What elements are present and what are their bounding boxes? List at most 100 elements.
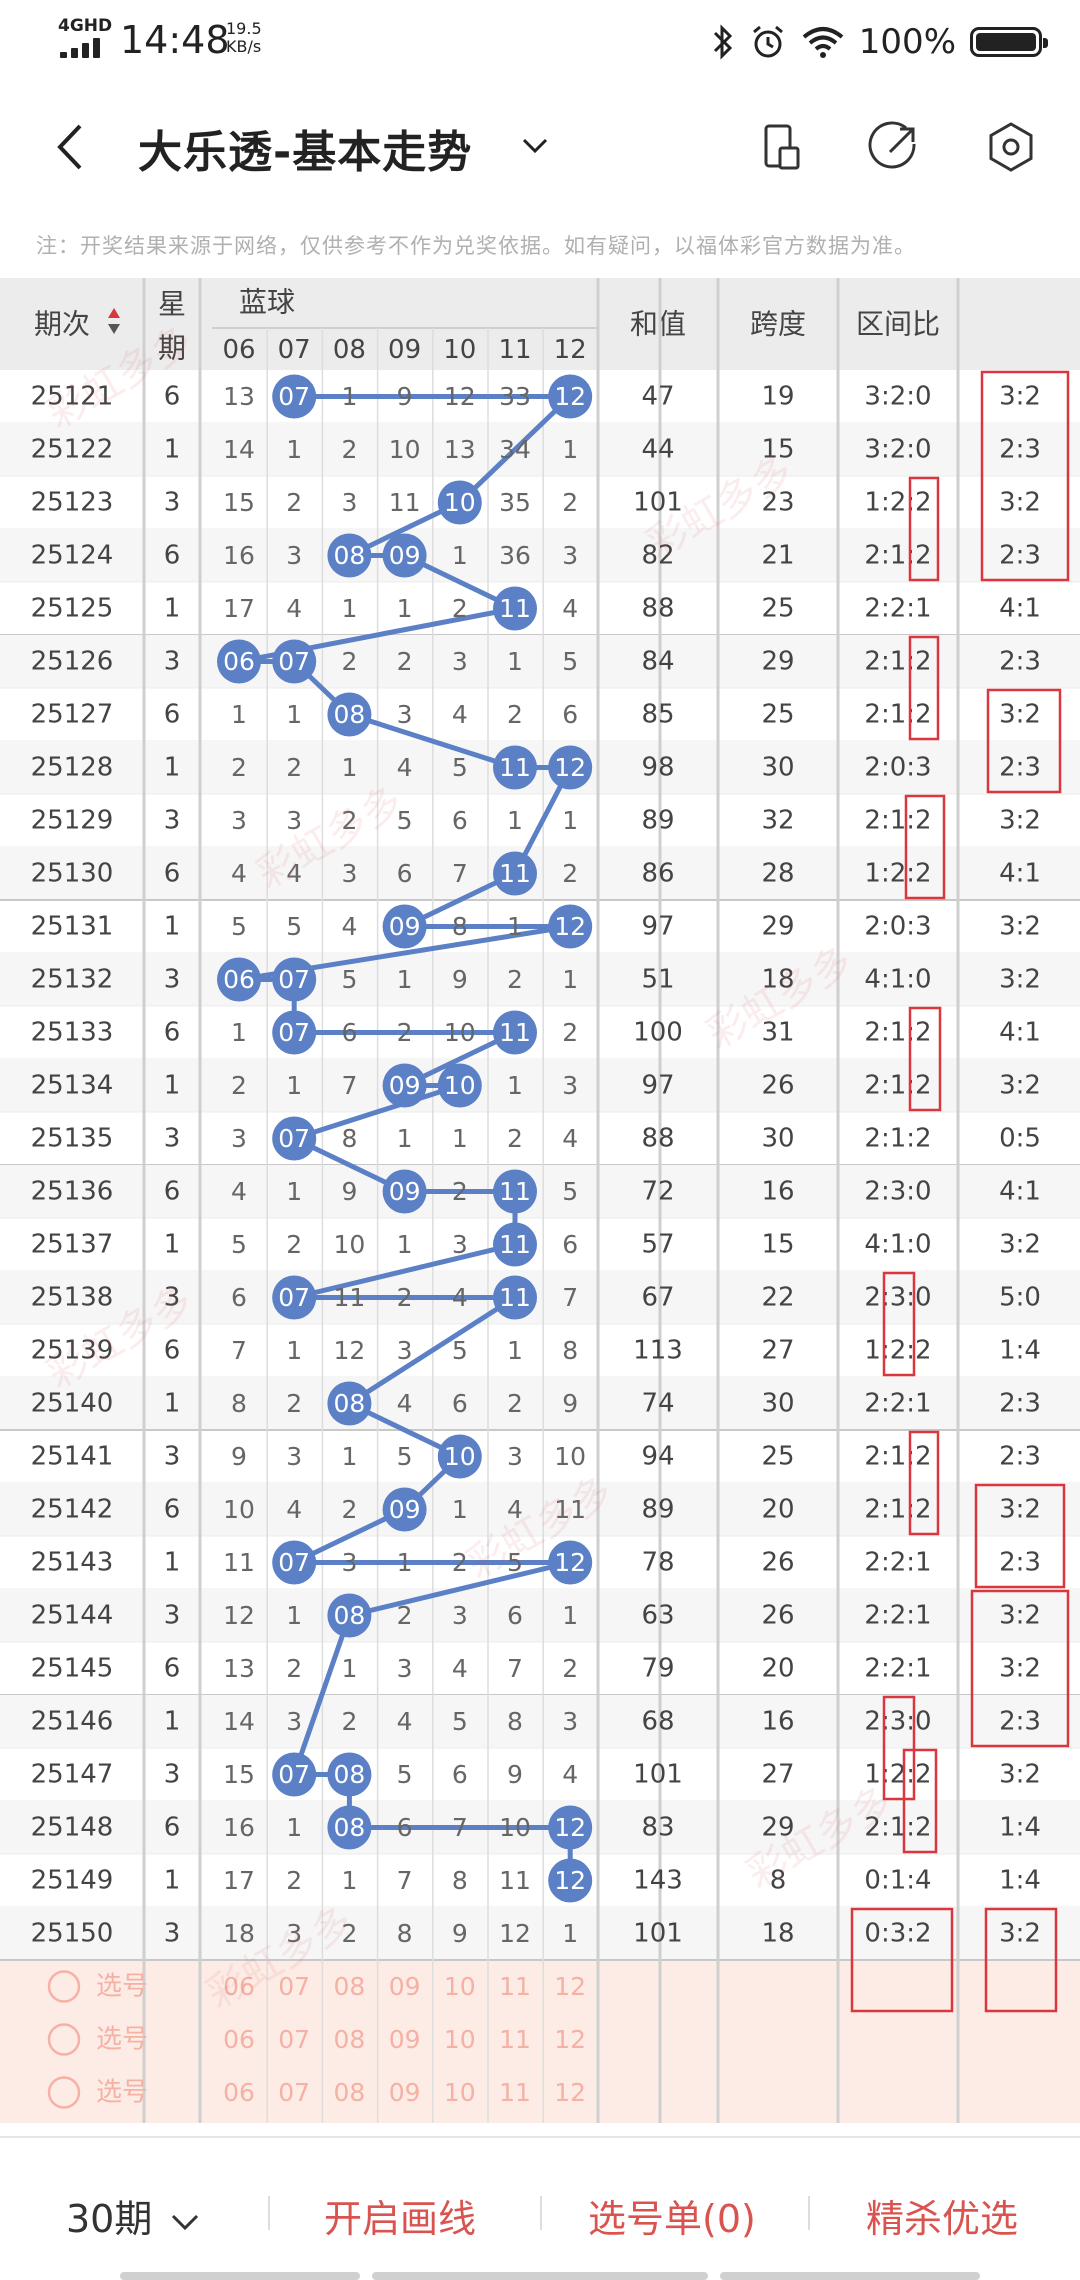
omission-cell: 2 [397, 1601, 413, 1630]
omission-cell: 8 [397, 1919, 413, 1948]
blue-ball-number: 11 [499, 1177, 531, 1206]
zone-ratio-cell: 2:2:1 [864, 1548, 931, 1578]
highlight-box [980, 370, 1070, 582]
period-cell: 25121 [31, 382, 114, 412]
phone-icon[interactable] [756, 120, 810, 174]
week-cell: 1 [164, 1389, 181, 1419]
sum-cell: 57 [641, 1230, 674, 1260]
period-cell: 25136 [31, 1177, 114, 1207]
sort-desc-icon[interactable] [108, 324, 120, 334]
span-cell: 18 [761, 1919, 794, 1949]
battery-percent: 100% [858, 22, 956, 62]
week-cell: 6 [164, 1018, 181, 1048]
oddeven-ratio-cell: 3:2 [999, 806, 1041, 836]
omission-cell: 1 [286, 1071, 302, 1100]
zone-ratio-cell: 2:2:1 [864, 594, 931, 624]
premium-button[interactable]: 精杀优选 [866, 2197, 1019, 2241]
zone-ratio-cell: 2:2:1 [864, 1601, 931, 1631]
omission-cell: 1 [286, 1813, 302, 1842]
pick-list-button[interactable]: 选号单(0) [588, 2197, 756, 2241]
sum-cell: 100 [633, 1018, 683, 1048]
omission-cell: 10 [389, 435, 421, 464]
span-cell: 16 [761, 1177, 794, 1207]
week-cell: 6 [164, 700, 181, 730]
blue-ball-number: 07 [278, 1760, 310, 1789]
blue-ball [272, 1275, 317, 1320]
omission-cell: 3 [562, 541, 578, 570]
omission-cell: 5 [397, 1442, 413, 1471]
span-cell: 29 [761, 647, 794, 677]
sum-cell: 97 [641, 1071, 674, 1101]
omission-cell: 1 [341, 1442, 357, 1471]
nav-indicator [720, 2272, 980, 2280]
span-cell: 16 [761, 1707, 794, 1737]
blue-column-header: 08 [333, 335, 366, 365]
zone-ratio-cell: 2:1:2 [864, 700, 931, 730]
highlight-box [902, 1748, 938, 1854]
chevron-down-icon[interactable] [520, 130, 550, 160]
oddeven-ratio-cell: 2:3 [999, 1707, 1041, 1737]
share-icon[interactable] [868, 120, 922, 174]
pick-radio[interactable] [47, 2076, 81, 2109]
row-stripe [0, 1695, 1080, 1748]
blue-ball [327, 1752, 372, 1797]
omission-cell: 2 [341, 647, 357, 676]
zone-ratio-cell: 3:2:0 [864, 382, 931, 412]
row-stripe [0, 1165, 1080, 1218]
back-arrow-icon[interactable] [50, 122, 92, 172]
oddeven-ratio-cell: 3:2 [999, 382, 1041, 412]
header-week: 星 [158, 288, 186, 321]
pick-radio[interactable] [47, 2023, 81, 2056]
omission-cell: 9 [562, 1389, 578, 1418]
span-cell: 19 [761, 382, 794, 412]
week-cell: 1 [164, 594, 181, 624]
omission-cell: 5 [397, 1760, 413, 1789]
highlight-box [970, 1589, 1070, 1748]
omission-cell: 1 [562, 1919, 578, 1948]
omission-cell: 5 [452, 753, 468, 782]
status-bar: 4GHD 14:48 19.5 KB/s 100% [0, 0, 1080, 82]
omission-cell: 1 [397, 1230, 413, 1259]
blue-ball-number: 09 [389, 541, 421, 570]
omission-cell: 1 [397, 1548, 413, 1577]
omission-cell: 13 [444, 435, 476, 464]
span-cell: 20 [761, 1495, 794, 1525]
omission-cell: 1 [397, 1124, 413, 1153]
header-period: 期次 [34, 308, 90, 341]
omission-cell: 2 [286, 1389, 302, 1418]
span-cell: 22 [761, 1283, 794, 1313]
omission-cell: 5 [231, 1230, 247, 1259]
pick-number: 09 [389, 2025, 421, 2054]
zone-ratio-cell: 2:0:3 [864, 753, 931, 783]
omission-cell: 3 [341, 859, 357, 888]
span-cell: 29 [761, 912, 794, 942]
sum-cell: 143 [633, 1866, 683, 1896]
omission-cell: 5 [452, 1336, 468, 1365]
pick-radio[interactable] [47, 1970, 81, 2003]
omission-cell: 1 [286, 1177, 302, 1206]
page-title[interactable]: 大乐透-基本走势 [138, 127, 473, 178]
oddeven-ratio-cell: 5:0 [999, 1283, 1041, 1313]
omission-cell: 1 [562, 435, 578, 464]
oddeven-ratio-cell: 3:2 [999, 700, 1041, 730]
omission-cell: 1 [231, 1018, 247, 1047]
settings-hexagon-icon[interactable] [984, 120, 1038, 174]
omission-cell: 3 [562, 1071, 578, 1100]
period-selector[interactable]: 30期 [66, 2188, 200, 2243]
week-cell: 3 [164, 965, 181, 995]
omission-cell: 8 [341, 1124, 357, 1153]
omission-cell: 14 [223, 1707, 255, 1736]
omission-cell: 6 [452, 1760, 468, 1789]
sum-cell: 86 [641, 859, 674, 889]
blue-ball [327, 533, 372, 578]
omission-cell: 1 [341, 1866, 357, 1895]
draw-line-button[interactable]: 开启画线 [324, 2197, 477, 2241]
pick-number: 11 [499, 1972, 531, 2001]
sum-cell: 68 [641, 1707, 674, 1737]
omission-cell: 2 [452, 594, 468, 623]
omission-cell: 18 [223, 1919, 255, 1948]
sort-asc-icon[interactable] [108, 308, 120, 318]
period-cell: 25142 [31, 1495, 114, 1525]
blue-ball [272, 639, 317, 684]
omission-cell: 5 [397, 806, 413, 835]
